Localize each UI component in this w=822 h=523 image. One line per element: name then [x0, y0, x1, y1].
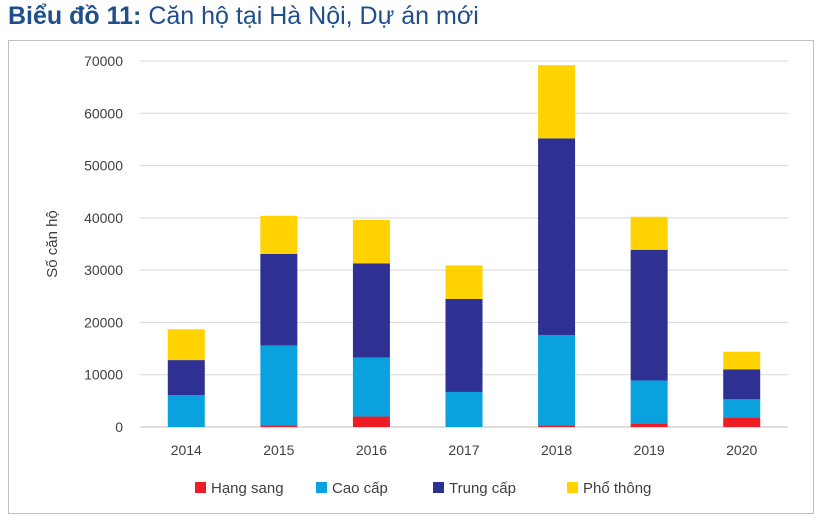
x-tick-label: 2020: [726, 442, 757, 458]
legend-swatch: [567, 482, 578, 493]
chart-title: Biểu đồ 11: Căn hộ tại Hà Nội, Dự án mới: [8, 2, 479, 31]
bar-segment: [167, 329, 205, 361]
legend-label: Hạng sang: [211, 480, 284, 497]
y-axis-label: Số căn hộ: [44, 210, 61, 278]
bar-segment: [630, 249, 668, 381]
bar-segment: [352, 416, 390, 427]
x-tick-label: 2019: [634, 442, 665, 458]
legend-label: Phổ thông: [583, 480, 651, 497]
y-tick-label: 20000: [84, 314, 123, 330]
bar-segment: [167, 395, 205, 427]
x-tick-label: 2017: [448, 442, 479, 458]
bar-segment: [723, 399, 761, 418]
bar-segment: [723, 369, 761, 400]
bar-segment: [445, 298, 483, 392]
bar-segment: [352, 263, 390, 358]
chart-title-text: Căn hộ tại Hà Nội, Dự án mới: [148, 2, 479, 30]
bar-segment: [538, 65, 576, 139]
y-tick-label: 50000: [84, 158, 123, 174]
bar-segment: [260, 345, 298, 426]
x-tick-label: 2018: [541, 442, 572, 458]
y-tick-label: 40000: [84, 210, 123, 226]
bar-segment: [538, 334, 576, 426]
chart-title-prefix: Biểu đồ 11:: [8, 2, 142, 30]
x-tick-label: 2015: [263, 442, 294, 458]
x-tick-label: 2016: [356, 442, 387, 458]
bar-segment: [445, 265, 483, 299]
bar-segment: [445, 391, 483, 427]
y-tick-label: 30000: [84, 262, 123, 278]
bar-segment: [260, 425, 298, 427]
bar-segment: [723, 417, 761, 427]
x-tick-label: 2014: [171, 442, 202, 458]
bar-segment: [260, 215, 298, 254]
legend-swatch: [433, 482, 444, 493]
y-tick-label: 70000: [84, 53, 123, 69]
chart-frame: [8, 40, 814, 514]
y-tick-label: 0: [115, 419, 123, 435]
bar-segment: [167, 360, 205, 396]
bar-segment: [538, 138, 576, 335]
legend-label: Cao cấp: [332, 480, 388, 497]
legend-swatch: [316, 482, 327, 493]
bar-segment: [630, 216, 668, 250]
bar-segment: [352, 357, 390, 417]
bar-segment: [352, 219, 390, 264]
bar-segment: [630, 380, 668, 424]
y-tick-label: 60000: [84, 105, 123, 121]
bar-segment: [723, 351, 761, 370]
bar-segment: [260, 253, 298, 346]
legend-swatch: [195, 482, 206, 493]
y-tick-label: 10000: [84, 367, 123, 383]
legend-label: Trung cấp: [449, 480, 516, 497]
bar-segment: [630, 423, 668, 427]
bar-segment: [538, 425, 576, 427]
